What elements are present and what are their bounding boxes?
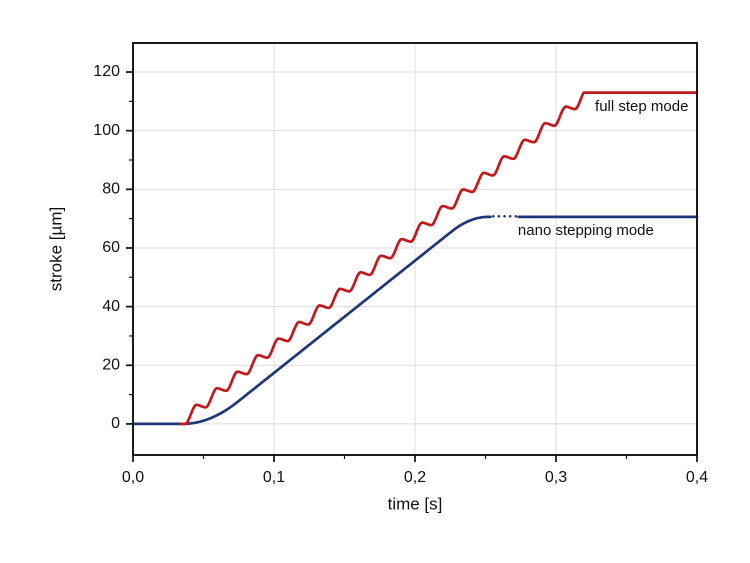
x-tick-label: 0,4	[686, 469, 708, 486]
x-axis-title: time [s]	[388, 494, 443, 513]
series-dot-nano-stepping-mode	[497, 215, 501, 218]
y-axis-title: stroke [µm]	[46, 207, 65, 291]
y-tick-label: 20	[102, 356, 120, 373]
series-dot-nano-stepping-mode	[503, 215, 506, 218]
x-tick-label: 0,0	[122, 469, 144, 486]
x-tick-label: 0,1	[263, 469, 285, 486]
x-tick-label: 0,2	[404, 469, 426, 486]
series-dot-nano-stepping-mode	[491, 215, 495, 218]
series-full-step-mode	[179, 91, 699, 426]
series-dot-nano-stepping-mode	[514, 215, 518, 218]
series-nano-stepping-mode	[131, 215, 492, 426]
series-label-nano-stepping-mode: nano stepping mode	[518, 222, 654, 239]
y-tick-label: 80	[102, 181, 120, 198]
y-tick-label: 120	[93, 63, 120, 80]
series-dot-nano-stepping-mode	[508, 215, 512, 218]
y-tick-label: 60	[102, 239, 120, 256]
x-tick-label: 0,3	[545, 469, 567, 486]
y-tick-label: 100	[93, 122, 120, 139]
y-tick-label: 0	[111, 415, 120, 432]
y-tick-label: 40	[102, 298, 120, 315]
series-label-full-step-mode: full step mode	[595, 98, 688, 115]
